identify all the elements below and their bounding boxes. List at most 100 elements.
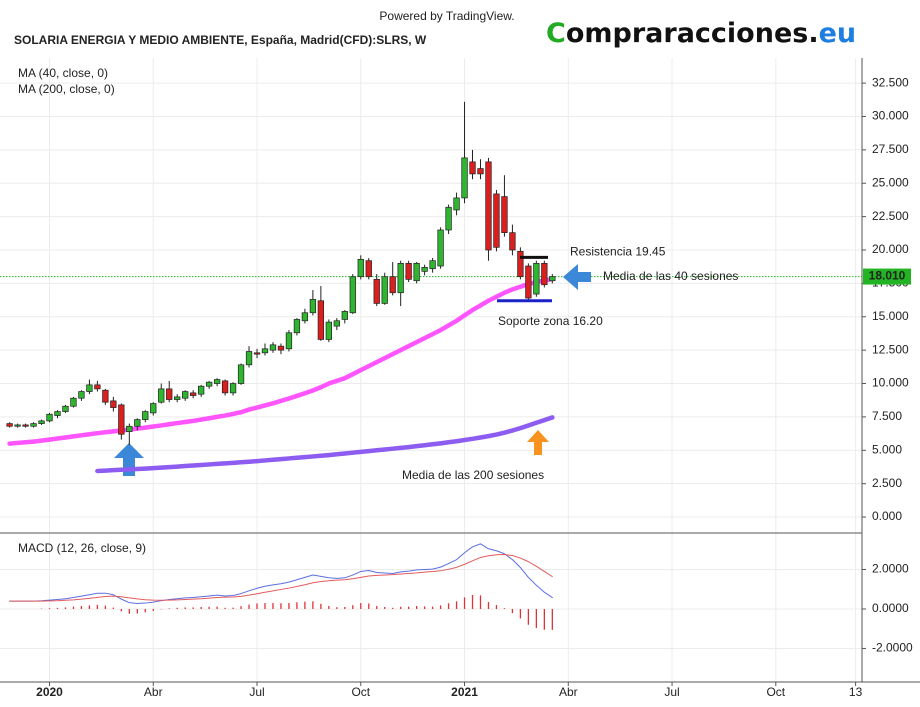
candle-body [213,379,221,384]
candle-body [421,267,428,272]
arrow-left [563,264,591,290]
candle-body [142,411,149,420]
candle-body [397,263,404,294]
candle-body [333,320,340,327]
candle-body [357,258,364,278]
candle-body [38,420,45,424]
candle-body [110,400,117,408]
line-series [95,415,555,474]
logo-middle: ompraracciones. [566,18,819,49]
logo: Compraracciones.eu [546,18,856,49]
x-tick-label: Jul [249,685,264,699]
line-series [9,543,553,604]
candle-body [6,423,13,427]
x-tick-label: 13 [849,685,863,699]
candle-body [365,260,372,278]
candle-body [54,411,61,416]
candle-body [541,263,548,286]
candle-body [22,424,29,427]
candle-body [174,396,181,400]
candle-body [301,312,309,322]
annotation: Media de las 40 sesiones [603,269,738,283]
candle-body [150,403,157,414]
candle-body [549,276,556,282]
candle-body [293,319,301,334]
candle-body [102,389,109,403]
candle-body [477,168,484,175]
candle-body [261,348,269,354]
candle-body [229,383,237,394]
y-tick-label: 10.000 [872,376,909,390]
candle-body [389,276,396,294]
x-tick-label: Abr [559,685,578,699]
candle-body [381,276,388,304]
candle-body [46,413,53,422]
candle-body [341,311,348,320]
candle-body [453,197,460,211]
candle-body [245,351,253,366]
candle-body [485,161,492,251]
arrow-up-orange [527,430,549,455]
candle-body [309,299,317,314]
candle-body [158,388,165,403]
candle-body [413,263,420,282]
x-tick-label: 2021 [451,685,478,699]
x-tick-label: Oct [351,685,370,699]
y-tick-label: 5.000 [872,442,902,456]
legend-entry: MA (40, close, 0) [18,66,108,80]
candle-body [277,345,285,351]
y-tick-label: 2.500 [872,476,902,490]
candle-body [533,263,540,295]
candle-body [469,161,476,175]
last-price-label: 18.010 [869,269,906,283]
candle-body [30,423,37,427]
y-tick-label: 32.500 [872,75,909,89]
y-tick-label: -2.0000 [872,641,913,655]
y-tick-label: 30.000 [872,109,909,123]
grid-layer [0,58,866,686]
candle-body [70,397,77,407]
candle-body [221,380,229,394]
y-tick-label: 0.0000 [872,601,909,615]
logo-first: C [546,18,566,49]
y-tick-label: 27.500 [872,142,909,156]
y-tick-label: 0.000 [872,509,902,523]
last-price-box [863,268,911,285]
arrow-up-blue [114,443,144,476]
candle-body [182,391,189,399]
candle-body [405,263,412,280]
candle-body [461,157,468,199]
x-tick-label: 2020 [36,685,63,699]
chart-title: SOLARIA ENERGIA Y MEDIO AMBIENTE, España… [14,33,427,47]
candle-body [437,229,444,267]
y-tick-label: 2.0000 [872,562,909,576]
candle-body [493,193,500,248]
candle-body [349,276,356,314]
candle-body [62,405,69,412]
line-series [9,554,553,602]
candle-body [94,384,101,390]
candle-body [134,419,141,427]
candle-body [517,250,524,278]
candle-body [269,344,277,351]
y-tick-label: 25.000 [872,175,909,189]
candle-body [205,381,213,387]
legend-entry: MA (200, close, 0) [18,82,115,96]
macd-title: MACD (12, 26, close, 9) [18,541,146,555]
candle-body [237,364,245,384]
labels-layer: 0.0002.5005.0007.50010.00012.50015.00017… [18,66,913,699]
candle-body [253,352,261,355]
candle-body [445,206,452,231]
candle-body [509,232,516,251]
level-label: Soporte zona 16.20 [498,314,603,328]
marks-layer [6,101,556,630]
candle-body [317,300,325,340]
candle-body [429,260,436,270]
y-tick-label: 7.500 [872,409,902,423]
candle-body [190,392,197,396]
powered-by: Powered by TradingView. [379,9,514,23]
